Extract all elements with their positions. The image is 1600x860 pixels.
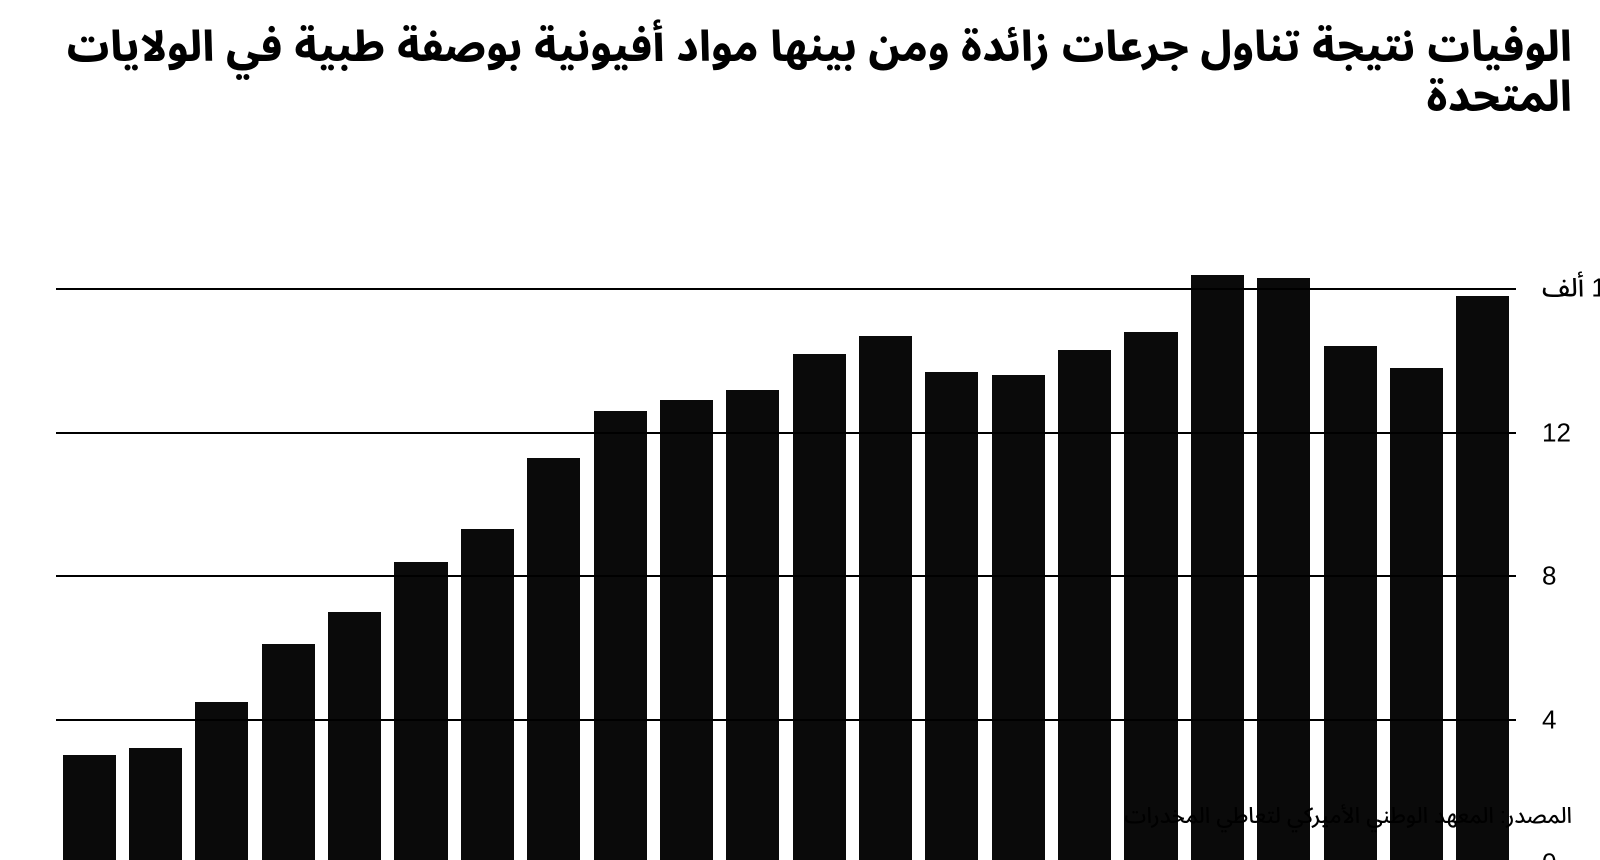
bar [394,562,447,860]
gridline [56,432,1516,434]
bar [1390,368,1443,860]
gridline [56,719,1516,721]
bar [594,411,647,860]
bar [859,336,912,860]
bar [1324,346,1377,860]
bar [527,458,580,860]
y-tick-label: 0 [1542,848,1556,860]
gridline [56,288,1516,290]
y-tick-label: 8 [1542,561,1556,592]
bar [1257,278,1310,860]
y-tick-label: 12 [1542,417,1571,448]
y-axis-labels: 0481216 ألف [1542,271,1600,860]
bar [129,748,182,860]
chart-title: الوفيات نتيجة تناول جرعات زائدة ومن بينه… [28,22,1572,121]
bar [1124,332,1177,860]
bar [726,390,779,860]
bar [793,354,846,860]
chart-container: الوفيات نتيجة تناول جرعات زائدة ومن بينه… [0,0,1600,860]
bar [328,612,381,860]
bar [63,755,116,860]
bar [262,644,315,860]
y-tick-label: 4 [1542,704,1556,735]
bar [1191,275,1244,860]
bar [925,372,978,860]
gridline [56,575,1516,577]
bar [195,702,248,860]
bar [992,375,1045,860]
bar [660,400,713,860]
bar [461,529,514,860]
chart-plot-area: 0481216 ألف 2000'02'04'06'08'10'12'14'16… [28,131,1572,860]
bar [1058,350,1111,860]
bar [1456,296,1509,860]
bars-group [56,271,1516,860]
y-tick-label: 16 ألف [1542,262,1600,317]
chart-source: المصدر: المعهد الوطني الأميركي لتعاطي ال… [1124,794,1572,840]
